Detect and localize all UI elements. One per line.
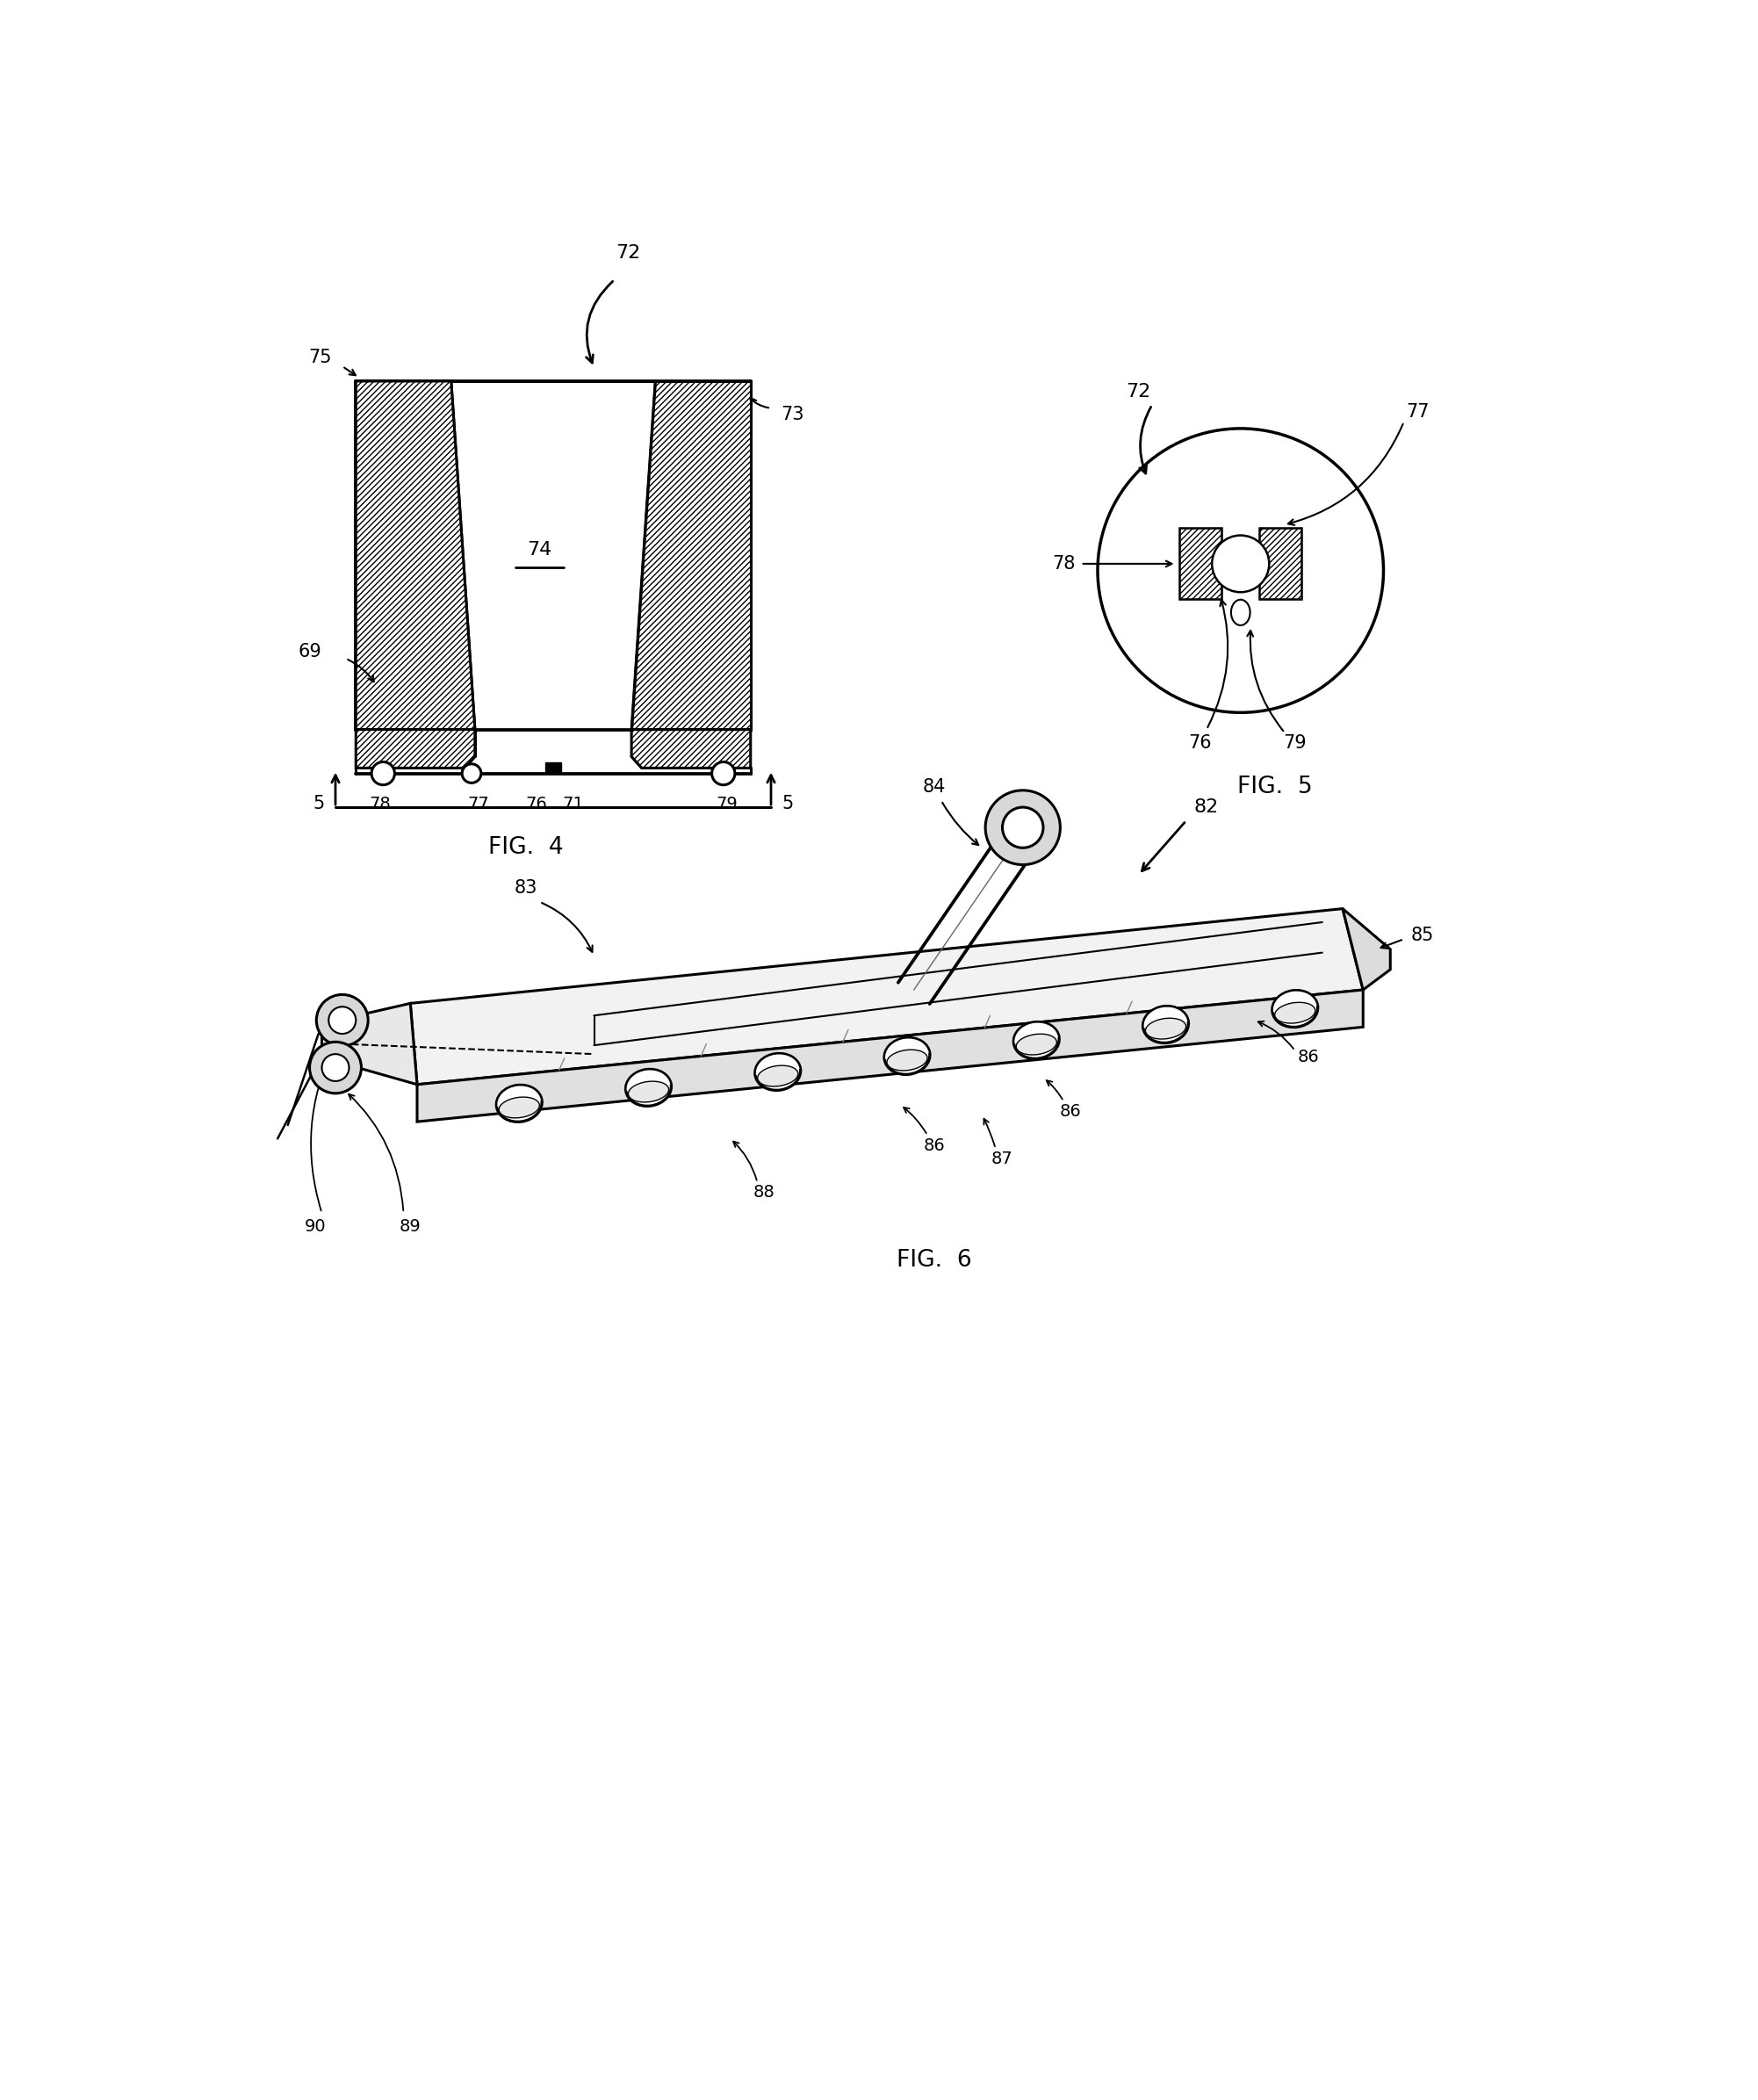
Text: 78: 78	[1051, 554, 1076, 573]
Polygon shape	[417, 989, 1362, 1121]
Polygon shape	[1180, 529, 1222, 598]
Text: 79: 79	[716, 796, 738, 813]
Text: 5: 5	[313, 796, 323, 813]
Polygon shape	[631, 382, 751, 729]
Circle shape	[1211, 536, 1269, 592]
Ellipse shape	[1143, 1006, 1188, 1044]
Ellipse shape	[758, 1065, 798, 1086]
Ellipse shape	[1016, 1033, 1057, 1054]
Text: 82: 82	[1194, 798, 1218, 817]
Polygon shape	[355, 729, 475, 769]
Polygon shape	[1259, 529, 1301, 598]
Text: 69: 69	[299, 643, 322, 661]
Circle shape	[329, 1006, 355, 1033]
Text: 83: 83	[515, 880, 538, 897]
Circle shape	[986, 790, 1060, 865]
Circle shape	[322, 1054, 350, 1082]
Text: 5: 5	[782, 796, 795, 813]
Text: 75: 75	[309, 349, 332, 365]
Polygon shape	[631, 729, 751, 769]
Text: 71: 71	[563, 796, 584, 813]
Text: 86: 86	[1060, 1102, 1081, 1119]
Ellipse shape	[1231, 601, 1250, 626]
Text: 86: 86	[923, 1136, 946, 1153]
Text: 72: 72	[1127, 382, 1151, 401]
Ellipse shape	[628, 1082, 668, 1102]
Text: 74: 74	[527, 542, 552, 559]
Text: FIG.  5: FIG. 5	[1238, 775, 1311, 798]
Ellipse shape	[754, 1054, 802, 1090]
Ellipse shape	[886, 1050, 928, 1071]
Ellipse shape	[496, 1086, 541, 1121]
Text: 77: 77	[1406, 403, 1429, 420]
Text: 76: 76	[1188, 735, 1211, 752]
Text: 72: 72	[615, 244, 640, 262]
Text: 76: 76	[526, 796, 547, 813]
Ellipse shape	[499, 1096, 540, 1117]
Circle shape	[712, 762, 735, 785]
Polygon shape	[410, 909, 1362, 1084]
Text: 90: 90	[304, 1218, 325, 1235]
Circle shape	[1097, 428, 1384, 712]
Polygon shape	[355, 382, 475, 729]
Text: FIG.  6: FIG. 6	[897, 1250, 972, 1273]
Text: 79: 79	[1283, 735, 1306, 752]
Text: 87: 87	[992, 1151, 1013, 1168]
Text: 86: 86	[1297, 1050, 1320, 1067]
Circle shape	[462, 764, 482, 783]
Text: 89: 89	[399, 1218, 422, 1235]
Ellipse shape	[1275, 1002, 1315, 1023]
Text: 78: 78	[369, 796, 390, 813]
Text: 77: 77	[468, 796, 489, 813]
Text: FIG.  4: FIG. 4	[489, 836, 564, 859]
Ellipse shape	[1146, 1018, 1187, 1040]
Polygon shape	[1343, 909, 1391, 989]
Text: 84: 84	[923, 779, 946, 796]
Circle shape	[371, 762, 394, 785]
Text: 85: 85	[1410, 926, 1435, 945]
Ellipse shape	[1013, 1021, 1060, 1058]
Ellipse shape	[884, 1037, 930, 1075]
Ellipse shape	[626, 1069, 672, 1107]
Bar	[545, 762, 561, 773]
Circle shape	[316, 995, 367, 1046]
Polygon shape	[322, 1004, 417, 1084]
Ellipse shape	[1273, 989, 1318, 1027]
Circle shape	[309, 1042, 362, 1094]
Circle shape	[1002, 806, 1042, 848]
Text: 88: 88	[754, 1184, 775, 1201]
Text: 73: 73	[781, 405, 805, 424]
